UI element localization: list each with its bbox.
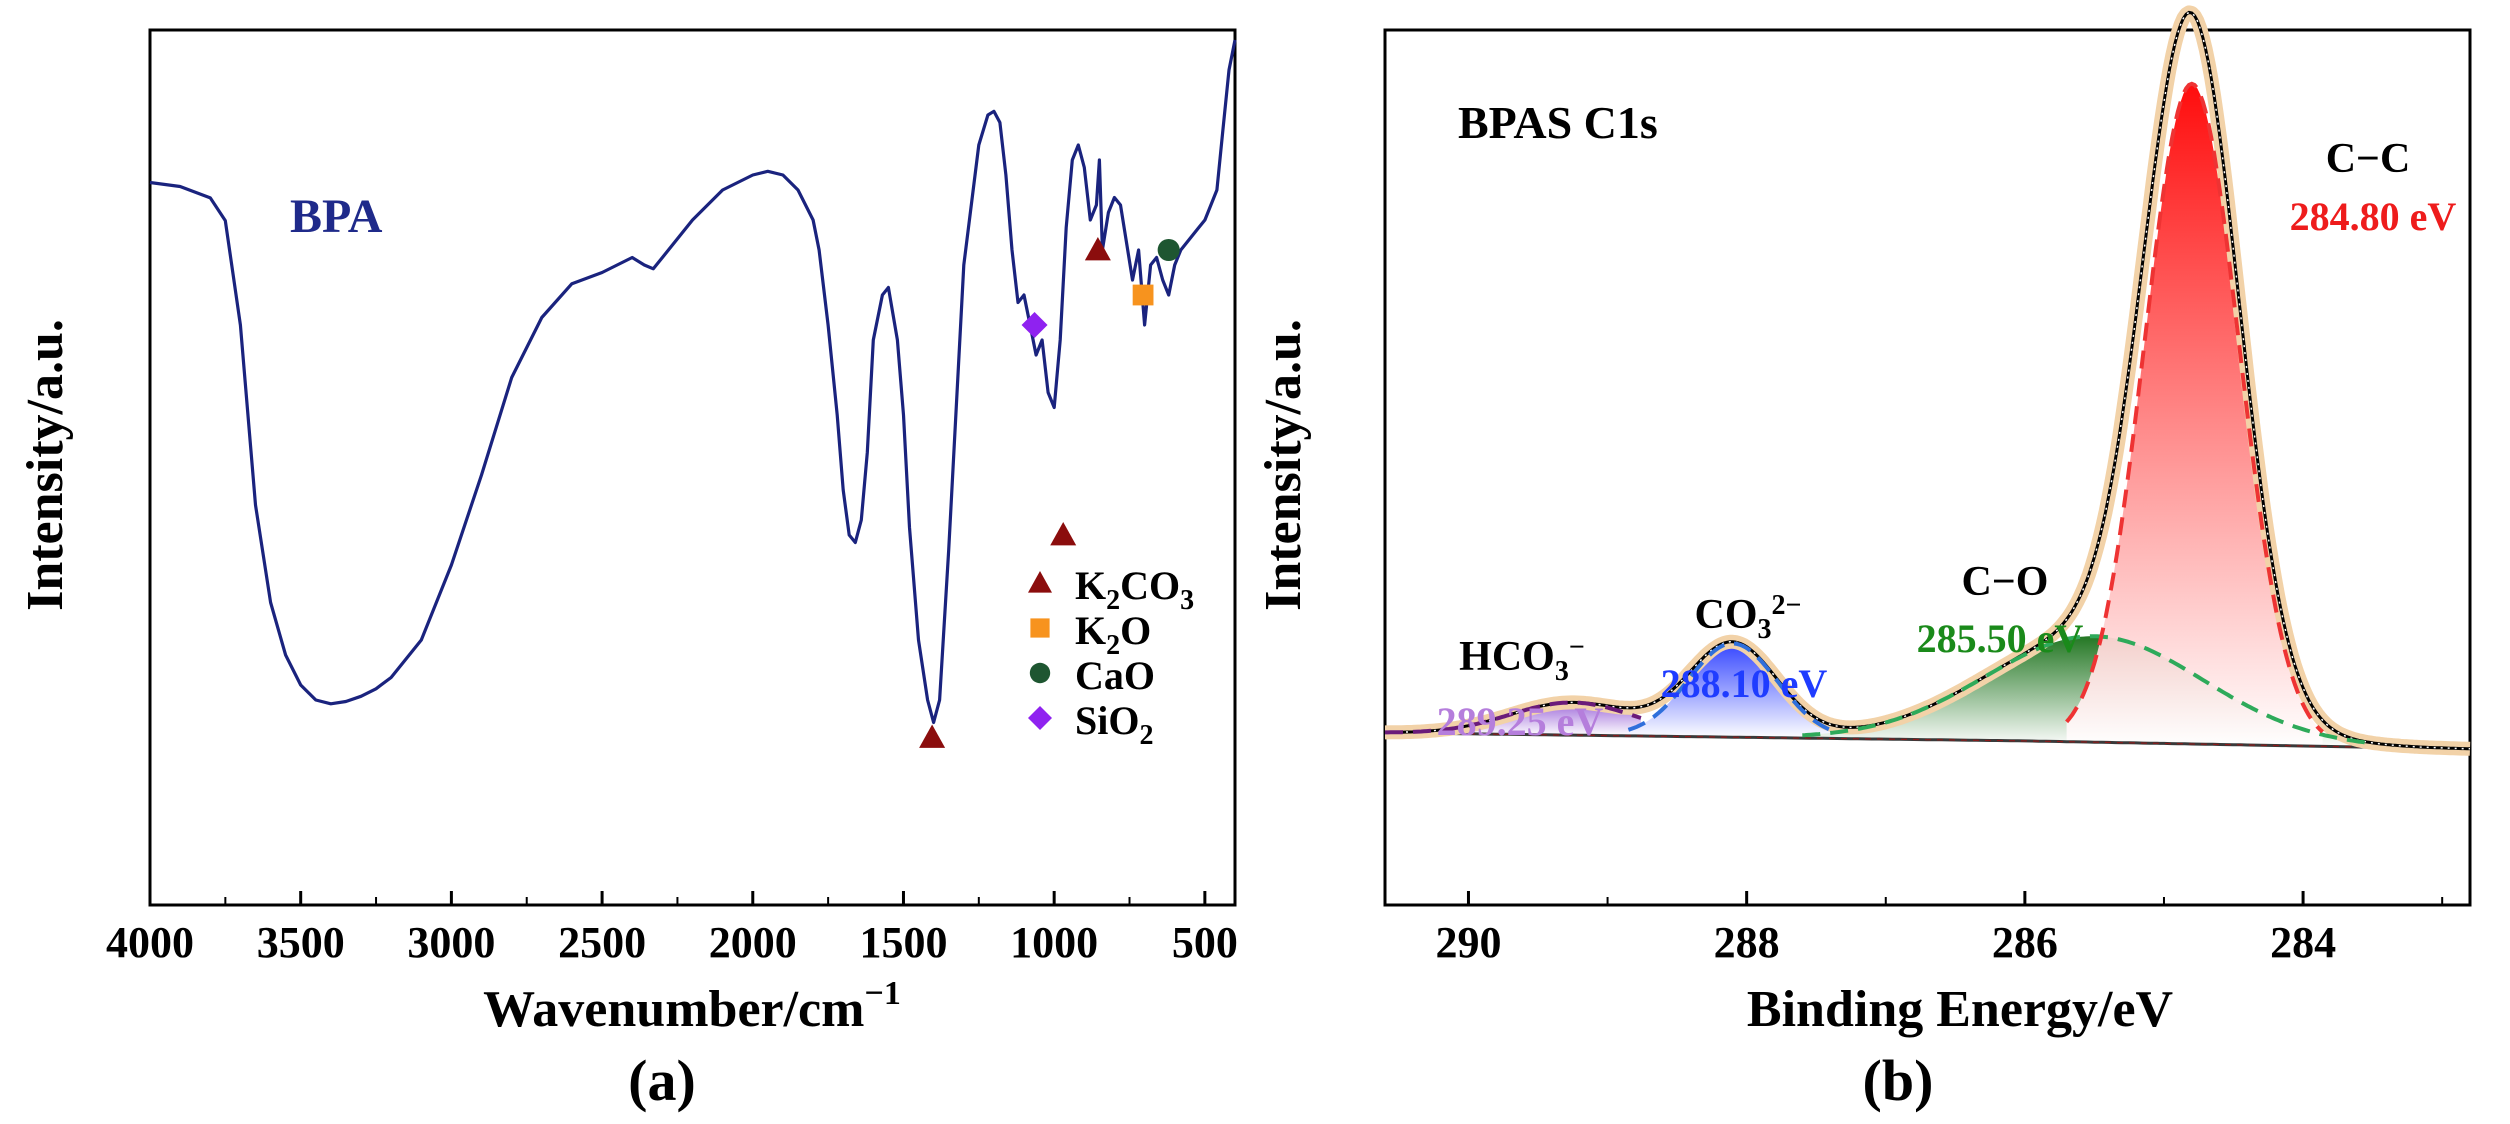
peak-value-label: 288.10 eV: [1661, 661, 1828, 706]
peak-name-label: C−C: [2326, 136, 2411, 182]
peak-value-label: 285.50 eV: [1917, 616, 2084, 661]
peak-value-label: 289.25 eV: [1437, 699, 1604, 744]
x-tick-label: 1500: [859, 918, 947, 967]
legend-label: CaO: [1075, 653, 1155, 698]
legend-label: K2O: [1075, 608, 1151, 661]
panel-a-ftir-chart: 4000 3500 3000 2500 2000 1500 1000 500 BPA Inte…: [17, 28, 1238, 1113]
legend-symbol: [1028, 706, 1052, 730]
x-tick-label: 500: [1172, 918, 1238, 967]
x-tick-label: 1000: [1010, 918, 1098, 967]
ftir-spectrum-line: [149, 39, 1237, 725]
panel-b-panel-label: (b): [1863, 1048, 1934, 1113]
x-tick-label: 288: [1714, 918, 1780, 967]
peak-fit-hco3-: [1385, 700, 1642, 735]
panel-a-title: BPA: [290, 190, 383, 243]
panel-a-xlabel: Wavenumber/cm−1: [483, 975, 901, 1038]
x-tick-label: 290: [1435, 918, 1501, 967]
panel-b-xps-chart: 290 288 286 284 BPAS C1s Intensity/a.u. Bin…: [1255, 5, 2475, 1113]
k2co3-marker: [1050, 522, 1077, 546]
peak-value-label: 284.80 eV: [2290, 194, 2457, 239]
x-tick-label: 3500: [257, 918, 345, 967]
x-tick-label: 286: [1992, 918, 2058, 967]
panel-b-ylabel: Intensity/a.u.: [1255, 319, 1312, 611]
peak-fit-c-o: [1802, 634, 2373, 746]
k2o-marker: [1132, 284, 1154, 306]
legend-label: SiO2: [1075, 698, 1153, 751]
peak-fill-c-c: [2066, 83, 2323, 747]
x-tick-label: 3000: [407, 918, 495, 967]
panel-a-ylabel: Intensity/a.u.: [17, 319, 74, 611]
k2co3-marker: [1084, 237, 1111, 261]
cao-marker: [1157, 238, 1180, 262]
panel-b-plot-frame: [1383, 28, 2472, 907]
x-tick-label: 4000: [106, 918, 194, 967]
peak-fill-co3-2-: [1628, 643, 1838, 739]
panel-b-xlabel: Binding Energy/eV: [1747, 981, 2173, 1038]
legend-symbol: [1029, 662, 1051, 684]
peak-fit-c-c: [2065, 81, 2324, 734]
x-tick-label: 284: [2270, 918, 2336, 967]
panel-b-title: BPAS C1s: [1458, 97, 1658, 148]
x-tick-label: 2000: [709, 918, 797, 967]
peak-name-label: CO32−: [1695, 590, 1802, 645]
legend-label: K2CO3: [1075, 563, 1194, 616]
peak-fit-co3-2-: [1627, 641, 1838, 735]
panel-a-plot-frame: [148, 28, 1237, 907]
legend-symbol: [1030, 618, 1050, 638]
legend-symbol: [1028, 571, 1052, 593]
sio2-marker: [1021, 312, 1048, 338]
x-tick-label: 2500: [558, 918, 646, 967]
panel-a-panel-label: (a): [628, 1048, 696, 1113]
background-line: [1385, 731, 2464, 751]
peak-name-label: HCO3−: [1459, 632, 1585, 687]
k2co3-marker: [919, 724, 946, 748]
peak-name-label: C−O: [1962, 559, 2049, 605]
